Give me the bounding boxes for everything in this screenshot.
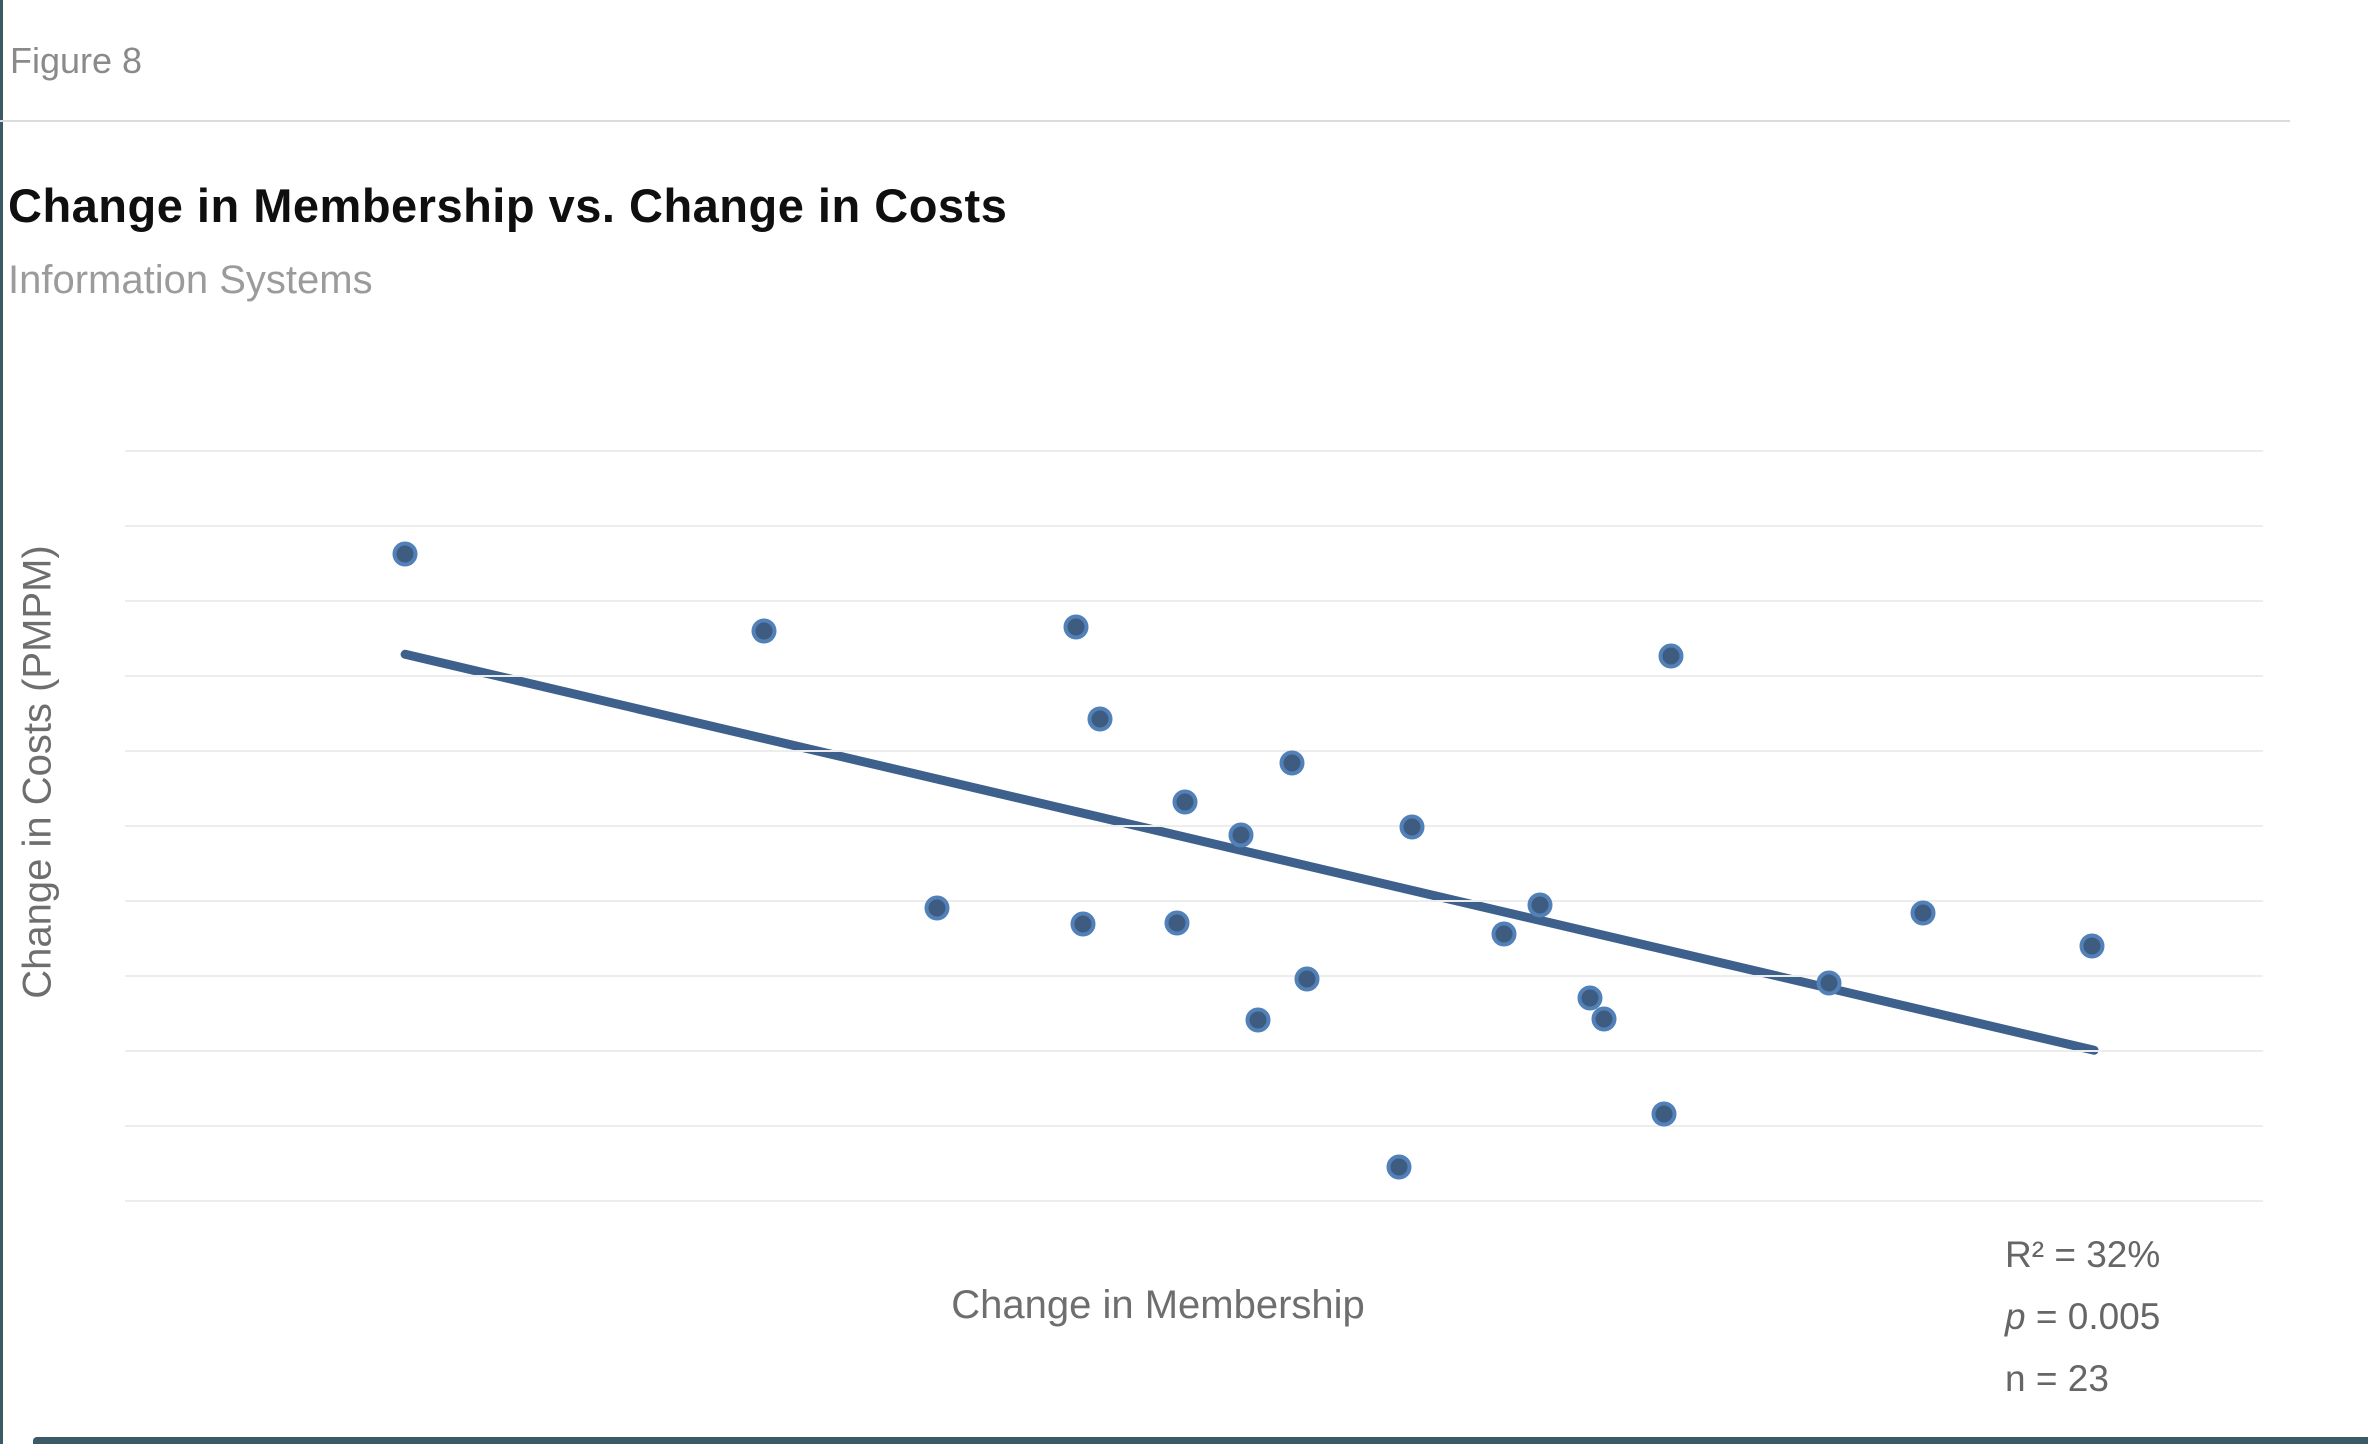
r-squared-stat: R² = 32% bbox=[2005, 1234, 2161, 1275]
scatter-point bbox=[1577, 985, 1603, 1011]
gridline bbox=[125, 600, 2263, 602]
scatter-point bbox=[1658, 643, 1684, 669]
scatter-point bbox=[1491, 921, 1517, 947]
trend-line bbox=[400, 649, 2099, 1055]
stats-block: R² = 32% p = 0.005 n = 23 bbox=[2005, 1224, 2160, 1410]
scatter-point bbox=[1816, 970, 1842, 996]
x-axis-label: Change in Membership bbox=[951, 1283, 1365, 1327]
scatter-point bbox=[2079, 933, 2105, 959]
scatter-point bbox=[1294, 966, 1320, 992]
scatter-point bbox=[1910, 900, 1936, 926]
scatter-point bbox=[1399, 814, 1425, 840]
chart-subtitle: Information Systems bbox=[8, 258, 373, 302]
scatter-point bbox=[1172, 789, 1198, 815]
gridline bbox=[125, 525, 2263, 527]
scatter-point bbox=[1279, 750, 1305, 776]
scatter-point bbox=[1087, 706, 1113, 732]
p-value-symbol: p bbox=[2005, 1296, 2026, 1337]
gridline bbox=[125, 450, 2263, 452]
scatter-point bbox=[1591, 1006, 1617, 1032]
header-divider bbox=[0, 120, 2290, 122]
scatter-point bbox=[1651, 1101, 1677, 1127]
gridline bbox=[125, 1200, 2263, 1202]
scatter-point bbox=[1386, 1154, 1412, 1180]
gridline bbox=[125, 750, 2263, 752]
plot-area bbox=[125, 450, 2263, 1202]
scatter-point bbox=[1527, 892, 1553, 918]
gridline bbox=[125, 1050, 2263, 1052]
scatter-point bbox=[924, 895, 950, 921]
scatter-point bbox=[1245, 1007, 1271, 1033]
gridline bbox=[125, 675, 2263, 677]
scatter-point bbox=[1070, 911, 1096, 937]
gridline bbox=[125, 900, 2263, 902]
scatter-point bbox=[1228, 822, 1254, 848]
scatter-point bbox=[392, 541, 418, 567]
scatter-point bbox=[1164, 910, 1190, 936]
scatter-point bbox=[751, 618, 777, 644]
sample-size-stat: n = 23 bbox=[2005, 1358, 2109, 1399]
gridline bbox=[125, 975, 2263, 977]
scatter-point bbox=[1063, 614, 1089, 640]
chart-title: Change in Membership vs. Change in Costs bbox=[8, 179, 1008, 232]
bottom-accent-bar bbox=[33, 1437, 2368, 1444]
trend-line-svg bbox=[400, 649, 2099, 1055]
left-accent-bar bbox=[0, 0, 3, 1444]
figure-label: Figure 8 bbox=[10, 40, 143, 81]
y-axis-label: Change in Costs (PMPM) bbox=[15, 545, 60, 999]
p-value-stat: p = 0.005 bbox=[2005, 1286, 2160, 1348]
gridline bbox=[125, 825, 2263, 827]
gridline bbox=[125, 1125, 2263, 1127]
p-value-text: = 0.005 bbox=[2025, 1296, 2161, 1337]
